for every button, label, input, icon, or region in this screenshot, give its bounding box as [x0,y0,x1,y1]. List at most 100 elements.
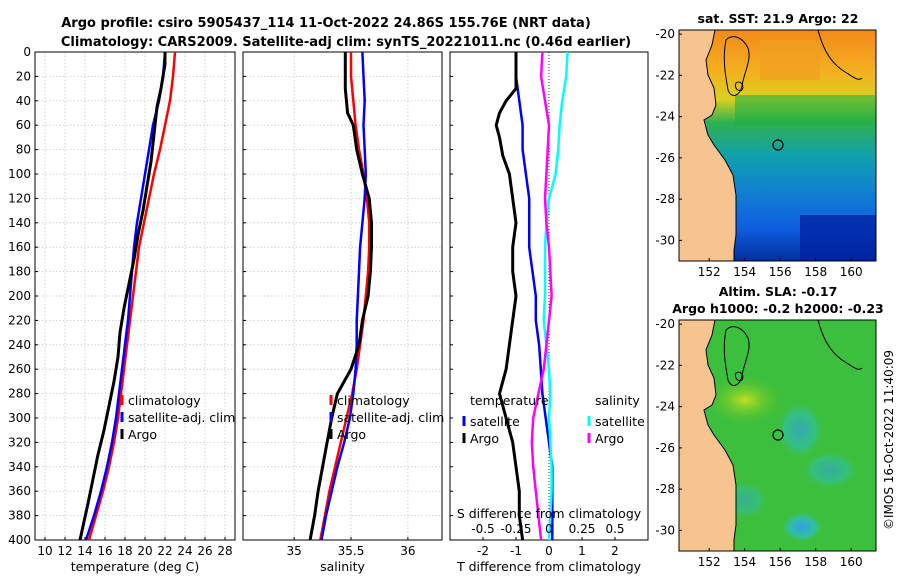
depth-tick-label: 180 [8,265,31,279]
temp-xtick-label: 14 [77,544,92,558]
temp-xtick-label: 10 [37,544,52,558]
diff-s-xtick-label: 0 [545,522,553,536]
depth-tick-label: 200 [8,289,31,303]
diff-legend-temperature-label: satellite [470,414,520,429]
sla-map-subtitle: Argo h1000: -0.2 h2000: -0.23 [672,301,884,316]
sla-map-ticks: 152 154 156 158 160 -20 -22 -24 -26 -28 -30 [655,317,862,569]
sal-legend-label: Argo [337,427,366,442]
sst-map [679,30,876,261]
depth-tick-label: 20 [16,69,31,83]
sla-map-ytick-label: -22 [655,358,675,372]
figure-title-line-2: Climatology: CARS2009. Satellite-adj cli… [61,35,631,50]
difference-panel: -2 -1 0 1 2T difference from climatology temp… [449,51,649,574]
sst-map-xtick-label: 160 [840,265,863,279]
sal-xtick-label: 35.5 [338,544,365,558]
diff-legend-salinity-label: Argo [595,431,624,446]
sst-island-contour [735,81,744,91]
depth-tick-label: 160 [8,240,31,254]
depth-tick-label: 120 [8,191,31,205]
sst-map-ytick-label: -24 [655,110,675,124]
sla-map-ytick-label: -30 [655,523,675,537]
diff-s-xtick-label: -0.5 [471,522,494,536]
temp-series-argo [78,52,167,541]
sla-high-patch [705,375,785,425]
sst-map-xtick-label: 154 [733,265,756,279]
sla-map-title: Altim. SLA: -0.17 [719,284,838,299]
sst-map-xtick-label: 152 [698,265,721,279]
sla-map-xtick-label: 160 [840,555,863,569]
sst-green-band [735,95,875,125]
sst-map-ytick-label: -30 [655,233,675,247]
depth-tick-label: 260 [8,362,31,376]
sla-low-patch-1 [775,400,825,460]
depth-tick-label: 340 [8,460,31,474]
depth-tick-label: 0 [23,45,31,59]
temp-series-satellite-adj-clim [84,51,167,541]
sal-xtick-label: 36 [400,544,415,558]
diff-s-xtick-label: -0.25 [500,522,531,536]
depth-tick-label: 60 [16,118,31,132]
diff-series-salinity-argo [530,51,553,541]
temp-xtick-label: 24 [177,544,192,558]
temp-xlabel: temperature (deg C) [71,559,200,574]
sst-float-marker [772,139,784,151]
sst-map-xtick-label: 158 [804,265,827,279]
sla-land-australia [679,320,737,551]
diff-xtick-label: 0 [545,544,553,558]
temp-legend-label: satellite-adj. clim [128,410,235,425]
sal-xtick-label: 35 [287,544,302,558]
temp-xtick-label: 20 [137,544,152,558]
sla-low-patch-3 [780,511,824,543]
sal-series-satellite-adj-clim [320,51,368,541]
diff-xlabel: T difference from climatology [456,559,642,574]
sst-map-title: sat. SST: 21.9 Argo: 22 [698,11,859,26]
sal-xlabel: salinity [320,559,365,574]
sal-series-climatology [319,52,371,541]
temp-xtick-label: 16 [97,544,112,558]
diff-s-xlabel: S difference from climatology [457,506,642,521]
depth-tick-label: 300 [8,411,31,425]
sla-map-frame [678,319,877,552]
sst-map-ytick-label: -26 [655,151,675,165]
sst-warm-patch [760,40,820,80]
sal-legend-label: satellite-adj. clim [337,410,444,425]
sst-map-ytick-label: -22 [655,68,675,82]
temp-legend-label: Argo [128,427,157,442]
sst-map-ticks: 152 154 156 158 160 -20 -22 -24 -26 -28 -30 [655,27,862,279]
depth-tick-label: 100 [8,167,31,181]
diff-xtick-label: -2 [477,544,489,558]
sla-map-xtick-label: 152 [698,555,721,569]
sst-reef-contour [723,36,750,96]
diff-xtick-label: 2 [611,544,619,558]
depth-tick-label: 140 [8,216,31,230]
figure-title-line-1: Argo profile: csiro 5905437_114 11-Oct-2… [61,16,591,31]
sal-series-argo [308,52,373,541]
depth-tick-label: 280 [8,387,31,401]
diff-series-temperature-argo [494,52,525,541]
sla-map-xtick-label: 158 [804,555,827,569]
diff-legend-salinity-label: satellite [595,414,645,429]
depth-tick-label: 320 [8,435,31,449]
temp-xtick-label: 18 [117,544,132,558]
diff-xtick-label: -1 [510,544,522,558]
depth-tick-label: 400 [8,533,31,547]
sla-float-marker [772,429,784,441]
sal-legend-label: climatology [337,393,410,408]
diff-legend-temperature-label: Argo [470,431,499,446]
diff-series-salinity-satellite [542,51,569,541]
sla-map-ytick-label: -20 [655,317,675,331]
diff-legend-salinity-title: salinity [595,393,640,408]
diff-legend-temperature-title: temperature [470,393,549,408]
temp-xtick-label: 12 [57,544,72,558]
temp-xtick-label: 22 [157,544,172,558]
depth-tick-label: 240 [8,338,31,352]
diff-s-xtick-label: 0.25 [569,522,596,536]
salinity-panel: 35 35.5 36 salinity climatology satellite-adj… [242,51,444,574]
sla-map [679,320,876,551]
sla-reef-contour [723,326,750,386]
depth-tick-label: 380 [8,509,31,523]
depth-tick-label: 40 [16,94,31,108]
depth-tick-label: 220 [8,313,31,327]
sla-map-ytick-label: -28 [655,482,675,496]
